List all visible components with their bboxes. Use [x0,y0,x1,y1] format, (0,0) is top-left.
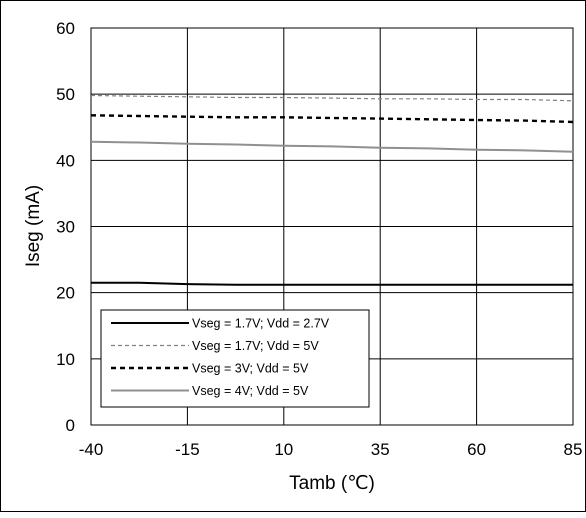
series-layer [90,94,574,286]
series-line-3 [90,114,574,124]
series-line-1 [91,281,573,286]
plot-area-border [90,27,574,426]
x-tick-label: -15 [175,440,200,459]
legend-label-4: Vseg = 4V; Vdd = 5V [192,384,309,398]
x-tick-label: 85 [564,440,583,459]
x-tick-label: -40 [79,440,104,459]
x-axis-title: Tamb (℃) [289,473,375,494]
y-axis-title: Iseg (mA) [23,185,44,267]
legend-label-3: Vseg = 3V; Vdd = 5V [192,362,309,376]
tick-labels: -40 -15 10 35 60 85 0 10 20 30 40 50 60 [56,19,582,459]
y-tick-label: 40 [56,151,75,170]
x-tick-label: 35 [371,440,390,459]
x-tick-label: 60 [467,440,486,459]
legend-label-1: Vseg = 1.7V; Vdd = 2.7V [192,317,330,331]
y-tick-label: 50 [56,85,75,104]
series-line-2 [90,94,574,102]
x-tick-label: 10 [274,440,293,459]
series-line-4 [90,140,574,153]
legend: Vseg = 1.7V; Vdd = 2.7V Vseg = 1.7V; Vdd … [100,309,370,408]
y-tick-label: 20 [56,284,75,303]
y-tick-label: 30 [56,218,75,237]
y-tick-label: 10 [56,350,75,369]
y-tick-label: 60 [56,19,75,38]
y-tick-label: 0 [66,416,75,435]
legend-label-2: Vseg = 1.7V; Vdd = 5V [192,339,319,353]
